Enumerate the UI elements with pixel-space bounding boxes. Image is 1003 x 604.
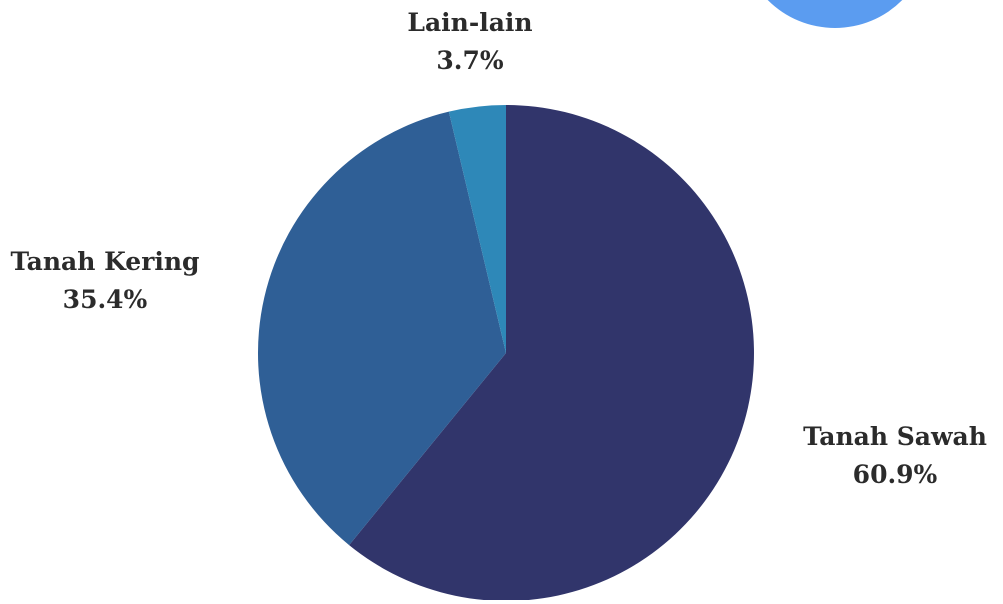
slice-label-lain-lain: Lain-lain 3.7%: [370, 4, 570, 80]
slice-value-label: 35.4%: [62, 285, 148, 314]
slice-label-tanah-kering: Tanah Kering 35.4%: [0, 243, 210, 319]
pie-slice-tanah-kering: [257, 111, 506, 546]
pie-slice-lain-lain: [448, 105, 506, 353]
slice-value-label: 3.7%: [436, 46, 504, 75]
slice-category-label: Tanah Sawah: [803, 422, 987, 451]
slice-value-label: 60.9%: [852, 460, 938, 489]
slice-category-label: Lain-lain: [407, 8, 533, 37]
pie-slice-tanah-sawah: [349, 105, 754, 601]
slice-label-tanah-sawah: Tanah Sawah 60.9%: [790, 418, 1000, 494]
corner-decoration-circle: [767, 0, 903, 28]
slice-category-label: Tanah Kering: [10, 247, 200, 276]
pie-slices: [257, 105, 754, 601]
